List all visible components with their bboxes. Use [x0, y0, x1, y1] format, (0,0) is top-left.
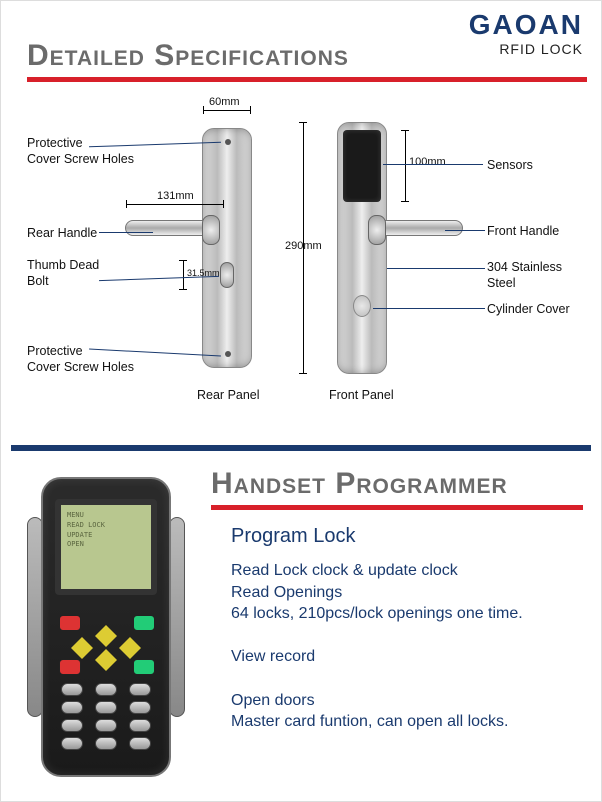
keypad-key-icon: [61, 719, 83, 732]
keypad-key-icon: [129, 719, 151, 732]
brand-name: GAOAN: [469, 9, 583, 41]
cylinder-cover-icon: [353, 295, 371, 317]
specifications-section: Detailed Specifications 60mm 290mm 131mm…: [27, 39, 583, 440]
programmer-title: Handset Programmer: [211, 467, 585, 501]
program-lock-heading: Program Lock: [231, 523, 523, 550]
lead-line: [445, 230, 485, 231]
dim-width: 60mm: [209, 96, 240, 108]
body-line: [231, 625, 523, 647]
label-screw-bottom: Protective Cover Screw Holes: [27, 344, 134, 375]
screw-hole-icon: [225, 351, 231, 357]
lock-diagram: 60mm 290mm 131mm 100mm 31.5mm Protective…: [27, 100, 587, 440]
section-divider: [11, 445, 591, 451]
keypad-key-icon: [61, 683, 83, 696]
programmer-underline: [211, 505, 583, 510]
keypad-key-icon: [95, 683, 117, 696]
body-line: Open doors: [231, 690, 523, 712]
dim-sensor-line: [405, 130, 406, 202]
front-panel-caption: Front Panel: [329, 388, 394, 402]
keypad-key-icon: [129, 683, 151, 696]
body-line: [231, 668, 523, 690]
body-line: 64 locks, 210pcs/lock openings one time.: [231, 603, 523, 625]
spec-underline: [27, 77, 587, 82]
dim-sensor: 100mm: [409, 156, 446, 168]
keypad-key-icon: [129, 701, 151, 714]
handset-side: [169, 517, 185, 717]
handset-device-icon: MENUREAD LOCKUPDATEOPEN: [27, 477, 185, 777]
sensor-icon: [343, 130, 381, 202]
keypad-key-icon: [95, 719, 117, 732]
dim-height: 290mm: [285, 240, 322, 252]
label-screw-top: Protective Cover Screw Holes: [27, 136, 134, 167]
dim-handle-line: [126, 204, 224, 205]
keypad-key-icon: [61, 701, 83, 714]
front-handle-icon: [375, 220, 463, 236]
handset-screen-text: MENUREAD LOCKUPDATEOPEN: [67, 511, 105, 550]
rear-handle-icon: [125, 220, 213, 236]
programmer-section: Handset Programmer MENUREAD LOCKUPDATEOP…: [21, 467, 585, 510]
rear-panel-caption: Rear Panel: [197, 388, 260, 402]
spec-title: Detailed Specifications: [27, 39, 583, 73]
programmer-body: Program Lock Read Lock clock & update cl…: [231, 523, 523, 733]
keypad-key-icon: [129, 737, 151, 750]
label-sensors: Sensors: [487, 158, 533, 174]
dim-width-line: [203, 110, 251, 111]
handset-red-button-icon: [59, 659, 81, 675]
handset-screen: MENUREAD LOCKUPDATEOPEN: [55, 499, 157, 595]
lead-line: [387, 268, 485, 269]
body-line: Read Lock clock & update clock: [231, 560, 523, 582]
brand-rest: AOAN: [493, 9, 583, 40]
dim-bolt-line: [183, 260, 184, 290]
label-cylinder: Cylinder Cover: [487, 302, 570, 318]
keypad-key-icon: [61, 737, 83, 750]
lead-line: [383, 164, 483, 165]
body-line: Read Openings: [231, 582, 523, 604]
label-steel: 304 Stainless Steel: [487, 260, 562, 291]
rear-panel: [202, 128, 252, 368]
lead-line: [373, 308, 485, 309]
keypad-key-icon: [95, 701, 117, 714]
handset-green-button-icon: [133, 659, 155, 675]
keypad-key-icon: [95, 737, 117, 750]
handset-red-button-icon: [59, 615, 81, 631]
body-line: View record: [231, 646, 523, 668]
label-rear-handle: Rear Handle: [27, 226, 97, 242]
lead-line: [99, 276, 219, 281]
thumb-bolt-icon: [220, 262, 234, 288]
screw-hole-icon: [225, 139, 231, 145]
label-front-handle: Front Handle: [487, 224, 559, 240]
label-thumb-bolt: Thumb Dead Bolt: [27, 258, 99, 289]
body-line: Master card funtion, can open all locks.: [231, 711, 523, 733]
handset-green-button-icon: [133, 615, 155, 631]
brand-g: G: [469, 9, 493, 40]
dim-handle: 131mm: [157, 190, 194, 202]
lead-line: [99, 232, 153, 233]
